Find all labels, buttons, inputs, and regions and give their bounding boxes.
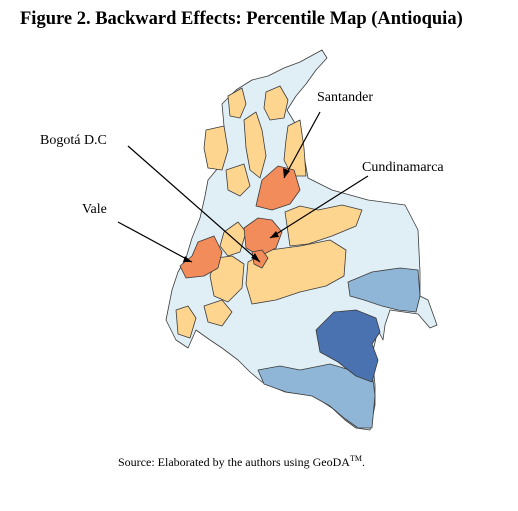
dept-santander <box>255 165 301 211</box>
leader-vale <box>117 221 193 263</box>
leader-lines <box>117 111 369 263</box>
arrow-bogota <box>251 253 260 262</box>
label-cundinamarca: Cundinamarca <box>362 160 444 175</box>
source-trademark: TM <box>349 454 362 463</box>
dept-amazonas <box>257 363 376 429</box>
dept-guainia <box>347 267 421 313</box>
dept-magdalena <box>263 85 289 121</box>
dept-atlantico <box>227 87 247 119</box>
source-text: Source: Elaborated by the authors using … <box>118 455 350 469</box>
dept-cordoba <box>225 163 251 197</box>
dept-cesar <box>283 119 307 177</box>
dept-cundinamarca <box>243 217 283 257</box>
arrow-santander <box>283 168 290 178</box>
figure-title: Figure 2. Backward Effects: Percentile M… <box>20 9 463 29</box>
arrow-cundinamarca <box>270 231 279 238</box>
leader-santander <box>283 111 321 179</box>
dept-bogota <box>251 249 269 269</box>
dept-bolivar <box>243 111 267 179</box>
dept-vaupes <box>315 309 381 383</box>
dept-narino <box>175 305 197 339</box>
dept-huila <box>203 299 233 327</box>
label-bogota: Bogotá D.C <box>40 133 107 148</box>
source-period: . <box>361 455 365 469</box>
dept-casanare <box>245 239 347 305</box>
leader-bogota <box>127 145 261 263</box>
label-santander: Santander <box>317 90 373 105</box>
leader-arrowheads <box>183 168 290 262</box>
label-vale: Vale <box>82 202 107 217</box>
source-note: Source: Elaborated by the authors using … <box>118 454 365 470</box>
leader-cundinamarca <box>269 175 369 239</box>
arrow-vale <box>183 256 192 262</box>
dept-boyaca <box>284 204 363 247</box>
dept-sucre <box>203 125 229 171</box>
